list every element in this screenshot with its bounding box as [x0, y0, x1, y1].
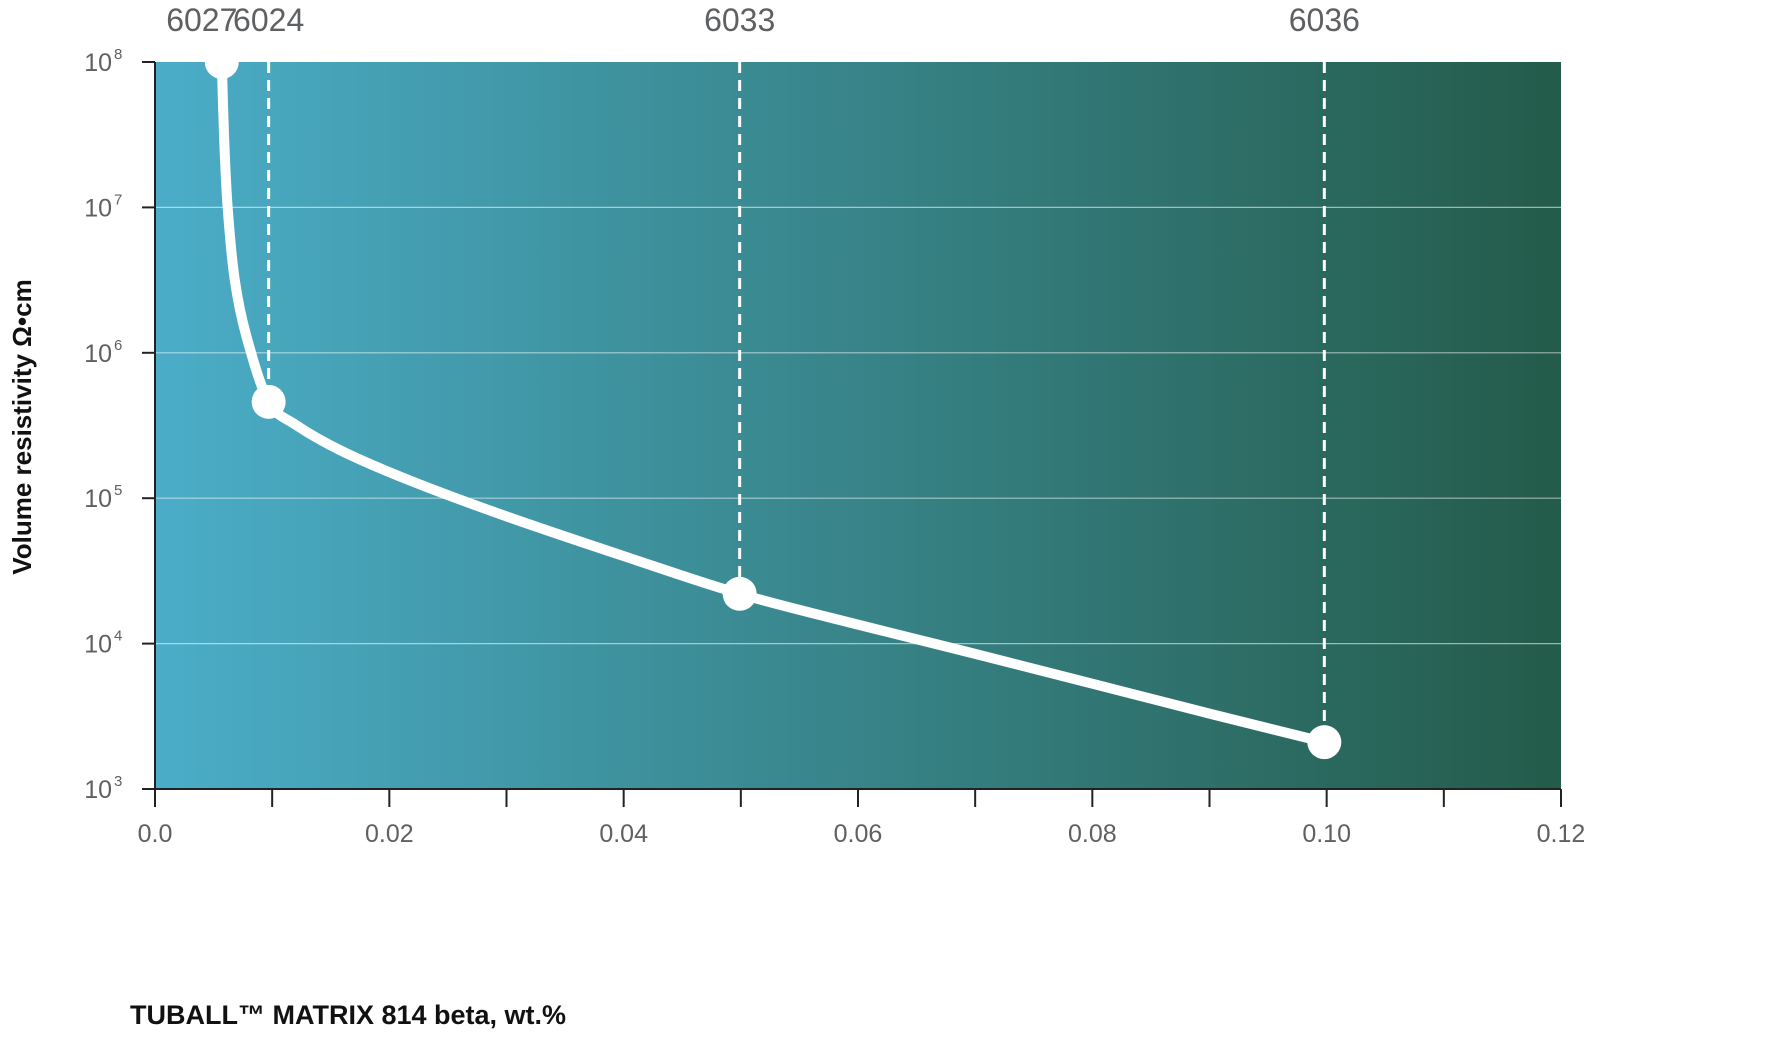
plot-background — [155, 62, 1561, 789]
x-tick-label: 0.12 — [1537, 820, 1586, 848]
y-tick-label: 10 — [84, 340, 112, 368]
x-tick-label: 0.06 — [834, 820, 883, 848]
y-axis-title: Volume resistivity Ω•cm — [7, 279, 37, 574]
y-tick-label: 10 — [84, 631, 112, 659]
product-label-6027: 6027 — [166, 2, 237, 38]
y-tick-exponent: 7 — [114, 191, 122, 208]
y-tick-exponent: 5 — [114, 482, 122, 499]
x-tick-label: 0.02 — [365, 820, 414, 848]
x-tick-label: 0.04 — [599, 820, 648, 848]
series-line-group — [216, 57, 1330, 748]
data-point-6027 — [204, 45, 239, 79]
grid-lines — [155, 206, 1561, 645]
y-tick-exponent: 6 — [114, 337, 122, 354]
y-tick-label: 10 — [84, 194, 112, 222]
data-point-6033 — [722, 576, 757, 611]
product-label-6024: 6024 — [233, 2, 304, 38]
y-tick-label: 10 — [84, 776, 112, 804]
y-tick-exponent: 8 — [114, 46, 122, 63]
y-tick-label: 10 — [84, 485, 112, 513]
x-axis-title: TUBALL™ MATRIX 814 beta, wt.% — [130, 1000, 566, 1030]
x-tick-label: 0.10 — [1302, 820, 1351, 848]
data-points — [204, 45, 1342, 760]
product-label-6036: 6036 — [1289, 2, 1360, 38]
product-guide-lines — [267, 62, 1326, 743]
x-tick-label: 0.0 — [138, 820, 173, 848]
product-label-6033: 6033 — [704, 2, 775, 38]
data-point-6036 — [1307, 725, 1342, 760]
y-tick-label: 10 — [84, 49, 112, 77]
data-point-6024 — [251, 384, 286, 419]
y-tick-exponent: 3 — [114, 773, 122, 790]
series-line — [216, 57, 1330, 748]
x-tick-label: 0.08 — [1068, 820, 1117, 848]
y-tick-exponent: 4 — [114, 628, 122, 645]
